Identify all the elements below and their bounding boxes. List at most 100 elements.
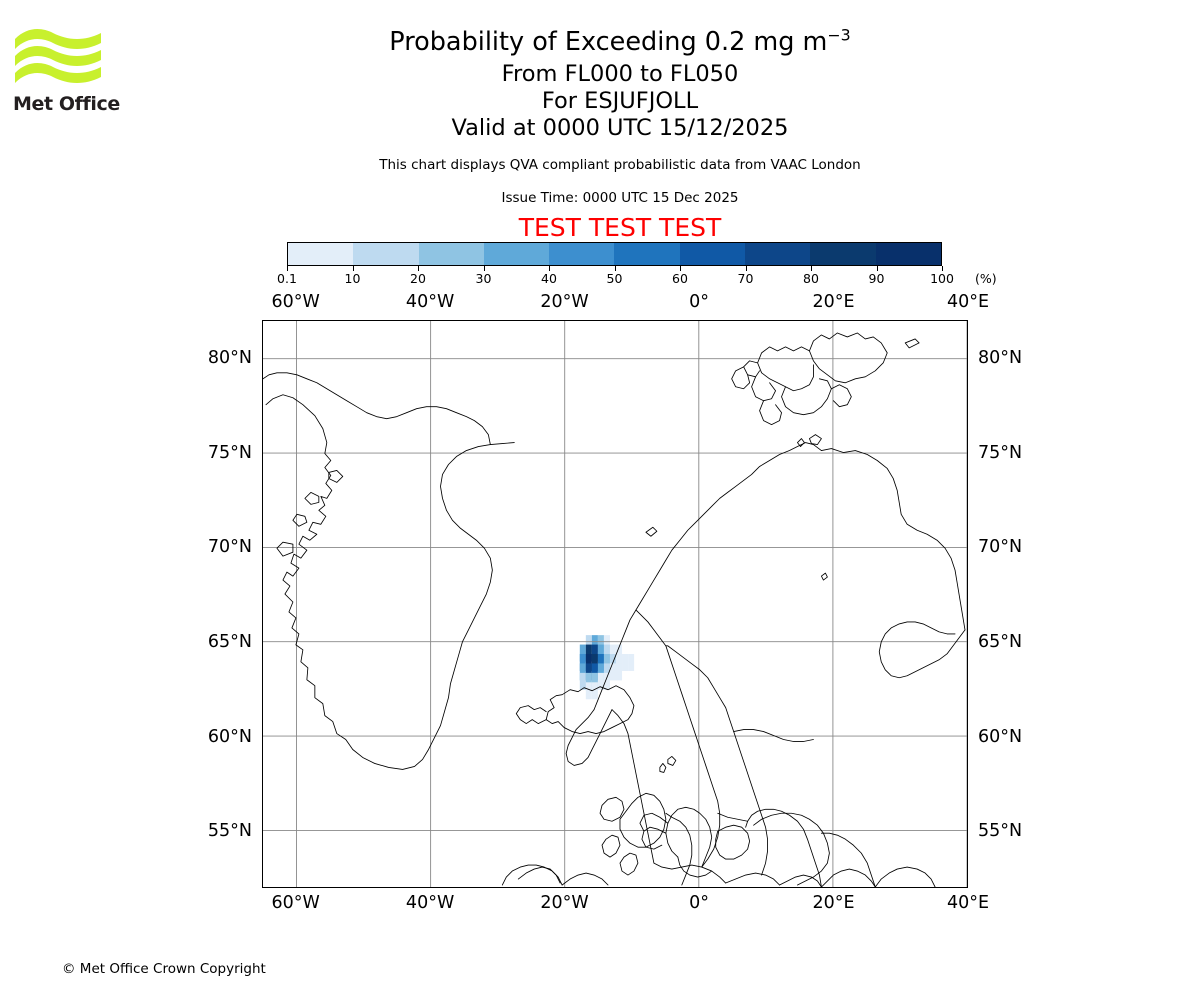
map-coastlines: [263, 332, 966, 887]
ash-cell-4: [579, 644, 586, 662]
lat-label-right-4: 75°N: [978, 442, 1023, 463]
ash-cell-26: [616, 663, 623, 681]
colorbar-tick-label-6: 60: [672, 271, 688, 286]
test-banner: TEST TEST TEST: [518, 213, 722, 242]
copyright-notice: © Met Office Crown Copyright: [62, 961, 266, 977]
colorbar-tick-10: [942, 266, 943, 271]
issue-time: Issue Time: 0000 UTC 15 Dec 2025: [501, 190, 739, 206]
colorbar-tick-label-9: 90: [868, 271, 885, 286]
colorbar-tick-7: [745, 266, 747, 271]
ash-probability-cells: [579, 635, 635, 700]
colorbar-tick-8: [811, 266, 812, 271]
colorbar-ticks: [287, 266, 943, 272]
colorbar-band-1: [353, 243, 419, 265]
lon-label-bottom-4: 20°E: [812, 893, 855, 913]
met-office-logo: Met Office: [13, 25, 123, 115]
lat-label-right-1: 60°N: [978, 726, 1023, 747]
colorbar-band-9: [875, 243, 941, 265]
ash-cell-22: [591, 663, 598, 681]
colorbar-band-6: [679, 243, 746, 265]
lat-label-left-5: 80°N: [207, 347, 252, 368]
colorbar-tick-label-0: 0.1: [277, 271, 297, 286]
ash-cell-21: [585, 663, 592, 681]
colorbar-band-5: [614, 243, 680, 265]
page-title-exponent: −3: [827, 25, 851, 45]
colorbar-tick-label-7: 70: [737, 271, 754, 286]
colorbar-tick-label-10: 100: [930, 271, 954, 286]
lon-label-top-2: 20°W: [540, 292, 589, 312]
ash-cell-17: [616, 653, 623, 671]
lat-label-right-3: 70°N: [978, 537, 1023, 558]
lat-label-right-2: 65°N: [978, 631, 1023, 652]
lon-label-top-3: 0°: [689, 292, 709, 312]
colorbar-band-2: [418, 243, 484, 265]
colorbar-tick-3: [483, 266, 485, 271]
colorbar-band-3: [483, 243, 550, 265]
ash-cell-25: [609, 663, 617, 681]
met-office-logo-text: Met Office: [13, 93, 120, 115]
valid-time-line: Valid at 0000 UTC 15/12/2025: [451, 115, 789, 141]
lon-label-bottom-2: 20°W: [540, 893, 589, 913]
map-gridlines: [263, 321, 967, 887]
colorbar-band-0: [288, 243, 354, 265]
ash-cell-24: [603, 663, 610, 681]
colorbar-tick-1: [352, 266, 354, 271]
ash-cell-18: [622, 653, 629, 671]
map-canvas: [263, 321, 967, 887]
lat-label-left-4: 75°N: [207, 442, 252, 463]
colorbar-tick-4: [549, 266, 550, 271]
colorbar-tick-label-5: 50: [606, 271, 623, 286]
colorbar-band-8: [810, 243, 876, 265]
ash-cell-14: [597, 653, 604, 671]
ash-cell-2: [597, 635, 604, 653]
ash-cell-20: [579, 663, 586, 681]
lon-label-bottom-1: 40°W: [405, 893, 455, 913]
ash-cell-11: [579, 653, 586, 671]
colorbar-tick-label-3: 30: [475, 271, 492, 286]
colorbar-unit-label: (%): [975, 271, 997, 286]
ash-cell-10: [616, 644, 623, 662]
colorbar-band-4: [549, 243, 615, 265]
lat-label-left-3: 70°N: [207, 537, 252, 558]
colorbar-tick-2: [418, 266, 419, 271]
map-plot-area: [262, 320, 968, 888]
colorbar-tick-labels: 0.1 10 20 30 40 50 60 70 80 90 100: [277, 271, 954, 287]
ash-cell-8: [603, 644, 610, 662]
colorbar-band-7: [745, 243, 811, 265]
ash-cell-23: [597, 663, 604, 681]
lon-label-top-0: 60°W: [271, 292, 320, 312]
ash-cell-1: [591, 635, 598, 653]
ash-cell-30: [597, 672, 604, 690]
ash-cell-5: [585, 644, 592, 662]
lon-label-bottom-0: 60°W: [271, 893, 320, 913]
lat-label-right-5: 80°N: [978, 347, 1023, 368]
ash-cell-7: [597, 644, 604, 662]
ash-cell-3: [603, 635, 610, 653]
ash-cell-6: [591, 644, 598, 662]
lon-label-top-1: 40°W: [405, 292, 455, 312]
volcano-name-line: For ESJUFJOLL: [541, 88, 699, 114]
page-title: Probability of Exceeding 0.2 mg m−3: [200, 26, 1040, 58]
ash-cell-27: [579, 672, 586, 690]
ash-cell-33: [591, 682, 598, 700]
ash-cell-15: [603, 653, 610, 671]
ash-cell-28: [585, 672, 592, 690]
lat-label-left-1: 60°N: [207, 726, 252, 747]
lat-label-left-0: 55°N: [207, 821, 252, 842]
lat-label-left-2: 65°N: [207, 631, 252, 652]
ash-cell-13: [591, 653, 598, 671]
colorbar-tick-6: [680, 266, 681, 271]
qva-note: This chart displays QVA compliant probab…: [379, 157, 861, 173]
ash-cell-29: [591, 672, 598, 690]
colorbar-tick-label-8: 80: [803, 271, 819, 286]
ash-cell-31: [603, 672, 610, 690]
colorbar-tick-5: [614, 266, 616, 271]
ash-cell-9: [609, 644, 617, 662]
ash-cell-19: [628, 653, 635, 671]
probability-colorbar: 0.1 10 20 30 40 50 60 70 80 90 100: [277, 242, 954, 286]
ash-cell-0: [585, 635, 592, 653]
colorbar-tick-9: [876, 266, 878, 271]
lon-label-top-4: 20°E: [812, 292, 855, 312]
page-title-text: Probability of Exceeding 0.2 mg m: [389, 27, 828, 57]
lon-label-bottom-3: 0°: [689, 893, 709, 913]
